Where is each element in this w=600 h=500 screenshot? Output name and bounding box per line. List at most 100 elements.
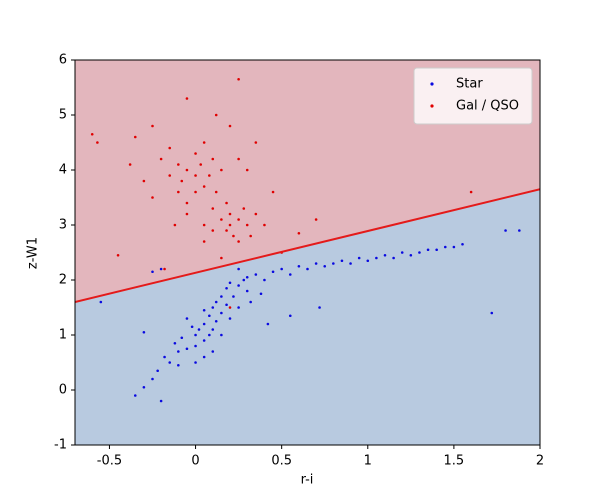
point [163, 355, 166, 359]
point [314, 218, 318, 221]
point [194, 152, 197, 155]
point [400, 251, 404, 254]
point [202, 339, 206, 342]
point [185, 201, 189, 205]
point [237, 157, 240, 161]
point [214, 300, 218, 304]
point [202, 322, 206, 326]
point [194, 344, 197, 348]
point [168, 174, 172, 177]
point [323, 264, 327, 268]
point [254, 212, 258, 216]
point [504, 229, 507, 232]
point [237, 306, 240, 309]
point [443, 245, 447, 249]
point [208, 174, 211, 177]
point [288, 273, 292, 276]
boundary-line [75, 188, 540, 303]
point [314, 262, 318, 265]
y-tick-label: 6 [59, 53, 67, 68]
point [225, 229, 228, 232]
point [185, 212, 189, 216]
legend-box [413, 67, 533, 125]
point [208, 333, 211, 337]
point [228, 124, 232, 128]
point [194, 174, 197, 177]
point [211, 350, 215, 353]
point [185, 168, 189, 172]
point [142, 330, 146, 334]
point [220, 295, 223, 298]
point [228, 223, 232, 227]
y-tick-label: 2 [59, 273, 67, 288]
y-tick-label: -1 [54, 438, 67, 453]
point [469, 190, 473, 194]
point [99, 300, 103, 304]
point [237, 77, 240, 81]
point [220, 311, 223, 315]
point [254, 273, 258, 276]
point [133, 394, 137, 397]
x-tick-label: 0.5 [271, 454, 292, 469]
point [180, 179, 184, 183]
point [151, 124, 154, 128]
legend-label: Gal / QSO [456, 99, 519, 114]
point [214, 113, 218, 117]
legend-marker [430, 104, 434, 108]
point [142, 179, 146, 183]
point [133, 135, 137, 139]
point [242, 278, 246, 282]
point [177, 190, 180, 194]
y-tick-label: 0 [59, 383, 67, 398]
point [194, 361, 197, 364]
point [220, 256, 223, 260]
point [409, 253, 413, 257]
point [177, 163, 180, 166]
region-below [75, 189, 540, 445]
point [245, 168, 249, 172]
point [214, 190, 218, 194]
point [249, 234, 252, 238]
point [214, 319, 218, 323]
point [228, 306, 232, 309]
point [211, 328, 215, 331]
point [159, 157, 163, 161]
x-tick-label: 1 [364, 454, 372, 469]
y-axis-label: z-W1 [26, 237, 41, 269]
point [392, 256, 395, 260]
x-tick-label: 2 [536, 454, 544, 469]
y-tick-label: 1 [59, 328, 67, 343]
point [168, 361, 172, 364]
point [232, 295, 235, 298]
legend-marker [430, 82, 434, 86]
point [159, 267, 163, 271]
point [297, 231, 301, 235]
point [90, 132, 94, 136]
point [228, 317, 232, 320]
point [263, 223, 266, 227]
point [142, 385, 146, 389]
point [237, 267, 240, 271]
point [202, 355, 206, 359]
point [245, 275, 249, 279]
x-tick-label: 0 [191, 454, 199, 469]
point [197, 328, 201, 331]
point [151, 270, 154, 274]
point [228, 212, 232, 216]
point [173, 223, 177, 227]
point [220, 168, 223, 172]
point [211, 229, 215, 232]
point [228, 281, 232, 285]
point [202, 223, 206, 227]
point [418, 251, 421, 254]
point [159, 399, 163, 403]
point [237, 240, 240, 243]
point [185, 97, 189, 100]
point [340, 259, 344, 263]
point [266, 322, 270, 326]
point [199, 163, 203, 166]
point [452, 245, 456, 249]
point [461, 242, 464, 246]
point [271, 270, 275, 274]
